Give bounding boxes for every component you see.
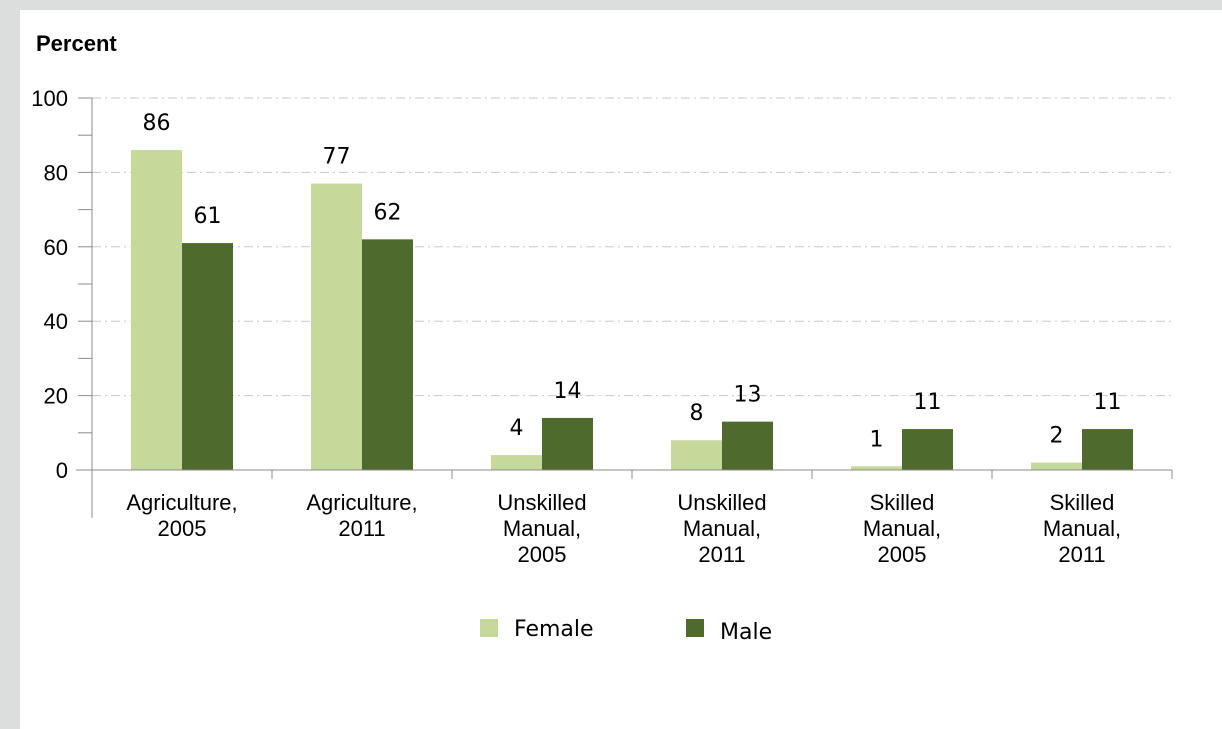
x-tick-label: Unskilled: [677, 490, 766, 515]
x-tick-label: 2005: [158, 516, 207, 541]
data-label: 14: [554, 379, 582, 404]
legend-label-male: Male: [720, 620, 772, 645]
y-tick-label: 80: [44, 160, 68, 185]
x-tick-label: Manual,: [1043, 516, 1121, 541]
legend-label-female: Female: [514, 617, 594, 642]
x-tick-label: Agriculture,: [306, 490, 417, 515]
x-tick-label: 2005: [518, 542, 567, 567]
data-label: 77: [323, 145, 351, 170]
bar-male: [902, 429, 953, 470]
data-label: 1: [870, 427, 884, 452]
bar-female: [311, 183, 362, 470]
x-tick-label: 2011: [1058, 542, 1105, 567]
bar-male: [362, 239, 413, 470]
bar-male: [1082, 429, 1133, 470]
x-tick-label: Manual,: [683, 516, 761, 541]
bar-female: [671, 440, 722, 470]
data-label: 4: [510, 416, 524, 441]
x-tick-label: Agriculture,: [126, 490, 237, 515]
data-label: 62: [374, 200, 402, 225]
y-axis-label: Percent: [36, 31, 117, 56]
data-label: 2: [1050, 424, 1064, 449]
bar-female: [851, 466, 902, 470]
data-label: 13: [734, 383, 762, 408]
data-label: 8: [690, 401, 704, 426]
bar-female: [491, 455, 542, 470]
y-tick-label: 20: [44, 384, 68, 409]
x-tick-label: 2005: [878, 542, 927, 567]
bar-female: [1031, 462, 1082, 470]
y-tick-label: 100: [31, 86, 68, 111]
bar-male: [722, 421, 773, 470]
data-label: 11: [914, 390, 942, 415]
y-tick-label: 60: [44, 235, 68, 260]
bar-male: [182, 243, 233, 470]
data-label: 11: [1094, 390, 1122, 415]
y-tick-label: 40: [44, 309, 68, 334]
y-tick-label: 0: [56, 458, 68, 483]
legend-swatch-male: [686, 619, 704, 637]
x-tick-label: Skilled: [1050, 490, 1115, 515]
x-tick-label: Manual,: [503, 516, 581, 541]
x-tick-label: Unskilled: [497, 490, 586, 515]
x-tick-label: Skilled: [870, 490, 935, 515]
x-tick-label: 2011: [698, 542, 745, 567]
x-tick-label: Manual,: [863, 516, 941, 541]
legend-swatch-female: [480, 619, 498, 637]
data-label: 61: [194, 204, 222, 229]
bar-male: [542, 417, 593, 470]
data-label: 86: [143, 111, 171, 136]
bar-female: [131, 150, 182, 470]
x-tick-label: 2011: [338, 516, 385, 541]
